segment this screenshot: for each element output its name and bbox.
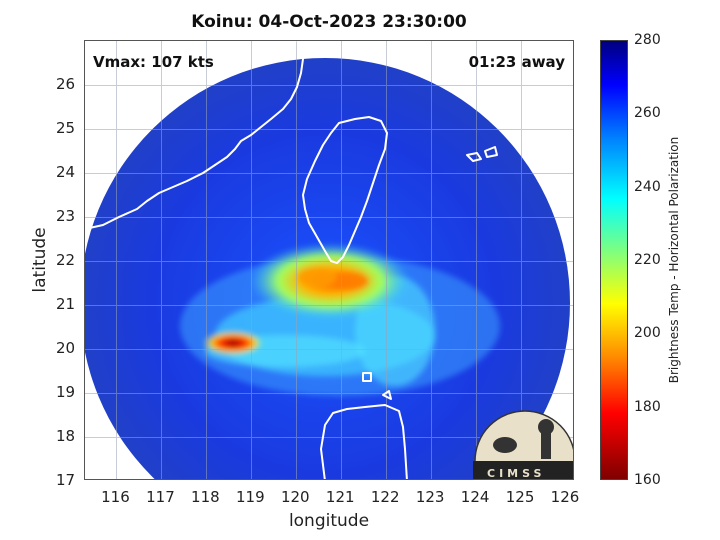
x-tick-label: 116 xyxy=(101,488,130,506)
colorbar-tick-label: 180 xyxy=(634,398,661,415)
y-tick-label: 20 xyxy=(56,339,76,357)
x-tick-label: 124 xyxy=(460,488,490,506)
x-tick-label: 117 xyxy=(146,488,175,506)
plot-title: Koinu: 04-Oct-2023 23:30:00 xyxy=(191,12,467,32)
colorbar-tick-label: 200 xyxy=(634,325,661,342)
x-tick-label: 119 xyxy=(236,488,265,506)
colorbar-label: Brightness Temp - Horizontal Polarizatio… xyxy=(667,136,681,384)
colorbar-tick-label: 160 xyxy=(634,472,661,488)
x-tick-label: 118 xyxy=(191,488,220,506)
y-tick-label: 23 xyxy=(56,207,76,225)
colorbar xyxy=(600,40,628,480)
y-tick-label: 21 xyxy=(56,295,76,313)
y-tick-label: 26 xyxy=(56,75,76,93)
y-tick-label: 25 xyxy=(56,119,76,137)
cimss-logo: CIMSS xyxy=(473,410,573,480)
taiwan-coastline xyxy=(302,116,388,264)
map-plot-area: CIMSS Vmax: 107 kts 01:23 away xyxy=(84,40,574,480)
brightness-temperature-map: CIMSS xyxy=(85,41,573,480)
x-tick-label: 125 xyxy=(505,488,535,506)
x-tick-label: 121 xyxy=(325,488,355,506)
colorbar-tick-label: 260 xyxy=(634,105,661,122)
colorbar-tick-label: 240 xyxy=(634,178,661,195)
time-away-label: 01:23 away xyxy=(468,53,565,71)
svg-text:CIMSS: CIMSS xyxy=(487,467,545,480)
vmax-label: Vmax: 107 kts xyxy=(93,53,214,71)
colorbar-tick-label: 220 xyxy=(634,252,661,268)
colorbar-tick-label: 280 xyxy=(634,32,661,48)
y-tick-label: 24 xyxy=(56,163,76,181)
luzon-coastline xyxy=(320,404,408,479)
x-tick-label: 123 xyxy=(415,488,445,506)
x-tick-label: 122 xyxy=(370,488,400,506)
y-tick-label: 17 xyxy=(56,471,76,489)
y-tick-label: 18 xyxy=(56,427,76,445)
y-tick-label: 19 xyxy=(56,383,76,401)
coastlines xyxy=(85,41,546,479)
x-tick-label: 126 xyxy=(550,488,580,506)
x-tick-label: 120 xyxy=(280,488,310,506)
x-axis-label: longitude xyxy=(288,511,370,531)
y-tick-label: 22 xyxy=(56,251,76,269)
y-axis-label: latitude xyxy=(30,227,50,293)
